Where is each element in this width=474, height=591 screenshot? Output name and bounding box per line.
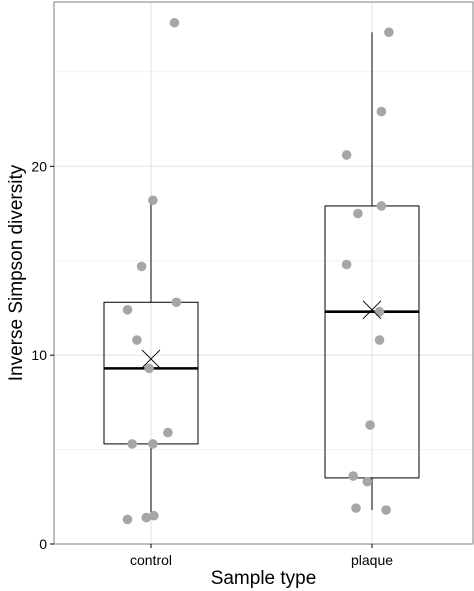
data-point — [353, 208, 363, 219]
mean-marker — [362, 300, 382, 320]
plot-panel — [54, 2, 473, 544]
box-plaque — [324, 205, 420, 479]
data-point — [127, 439, 137, 449]
data-point — [141, 512, 152, 523]
data-point — [374, 306, 385, 317]
data-point — [122, 305, 133, 315]
data-point — [376, 201, 387, 211]
data-point — [365, 420, 375, 430]
y-tick-label: 10 — [31, 347, 47, 363]
data-point — [171, 297, 182, 308]
data-point — [132, 335, 142, 345]
panel-border — [53, 1, 474, 545]
data-point — [384, 27, 394, 38]
data-point — [169, 17, 180, 28]
y-axis-title: Inverse Simpson diversity — [6, 164, 27, 381]
data-point — [163, 427, 173, 438]
data-point — [148, 439, 158, 449]
data-point — [144, 363, 154, 374]
data-point — [136, 261, 147, 272]
data-point — [122, 514, 133, 525]
data-point — [341, 150, 352, 160]
x-tick-label: control — [130, 552, 172, 568]
y-tick-label: 0 — [39, 536, 47, 552]
mean-marker — [141, 349, 161, 369]
x-tick-label: plaque — [351, 552, 393, 568]
data-point — [362, 476, 373, 487]
data-point — [376, 106, 387, 117]
x-axis-title: Sample type — [211, 568, 317, 589]
data-point — [374, 335, 385, 345]
y-tick-label: 20 — [31, 158, 47, 174]
data-point — [348, 471, 359, 481]
data-point — [149, 510, 159, 521]
data-point — [381, 505, 391, 515]
data-point — [351, 503, 361, 513]
data-point — [148, 195, 158, 206]
data-point — [341, 259, 352, 270]
